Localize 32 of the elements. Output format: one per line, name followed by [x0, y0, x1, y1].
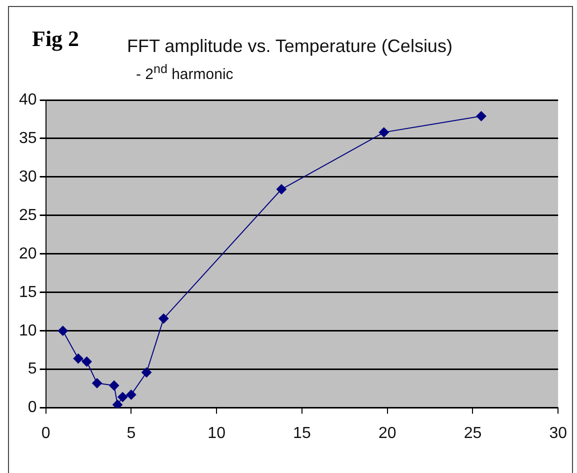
point [158, 314, 169, 324]
point [378, 127, 389, 138]
y-tick-label: 30 [19, 168, 37, 186]
y-tick-label: 0 [28, 399, 37, 416]
y-tick-label: 5 [28, 360, 37, 378]
point [112, 400, 123, 408]
point [82, 356, 92, 367]
x-tick-label: 25 [464, 424, 482, 442]
y-tick-label: 15 [19, 284, 37, 301]
x-tick-label: 15 [293, 424, 311, 442]
x-tick-label: 30 [549, 424, 568, 442]
chart-subtitle: - 2$^{nd}$ harmonic [136, 62, 234, 83]
point [276, 184, 286, 194]
y-tick-label: 40 [19, 91, 37, 108]
point [142, 367, 152, 378]
chart-title: FFT amplitude vs. Temperature (Celsius) [127, 36, 452, 57]
x-tick-label: 10 [208, 424, 226, 442]
point [73, 354, 84, 364]
y-tick-label: 35 [19, 130, 37, 147]
caption: Fig 2 [32, 26, 80, 52]
point [92, 378, 102, 388]
x-tick-label: 20 [378, 424, 396, 442]
y-tick-label: 20 [19, 245, 37, 262]
y-tick-label: 10 [19, 322, 37, 340]
x-tick-label: 0 [41, 424, 50, 442]
point [58, 326, 68, 336]
point [109, 380, 120, 390]
point [118, 392, 128, 402]
point [476, 111, 486, 122]
y-tick-label: 25 [19, 206, 37, 224]
point [126, 390, 136, 400]
x-tick-label: 5 [126, 424, 136, 442]
